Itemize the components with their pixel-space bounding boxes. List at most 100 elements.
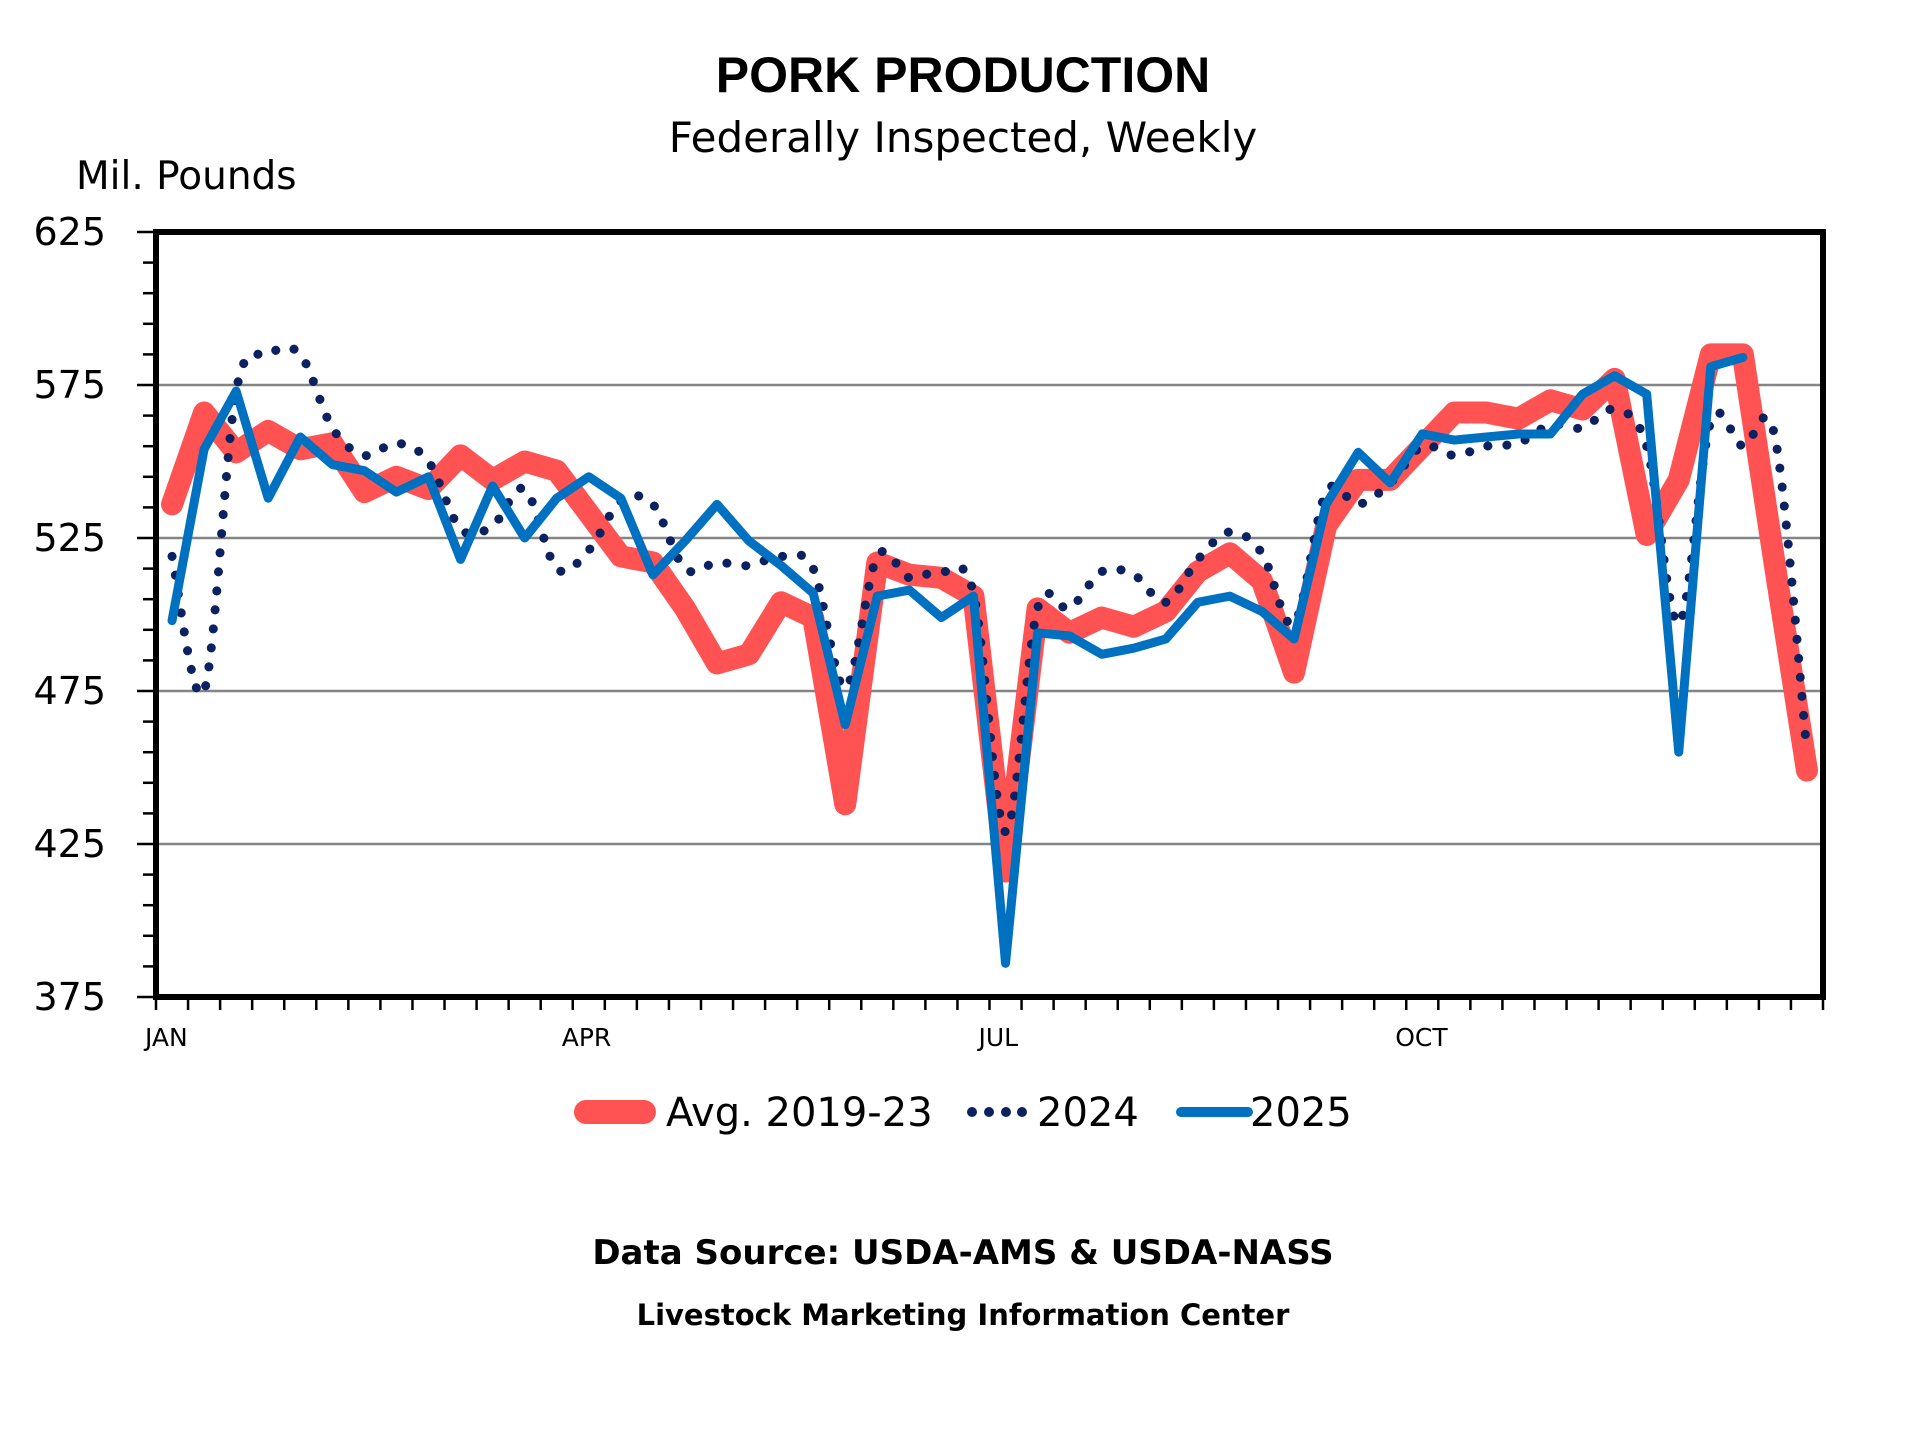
data-point: [683, 539, 687, 543]
data-point: [747, 564, 751, 568]
data-point: [1645, 533, 1649, 537]
data-point: [459, 453, 463, 457]
y-tick-label: 575: [33, 363, 106, 407]
data-point: [523, 487, 527, 491]
legend-label-2024: 2024: [1037, 1090, 1139, 1136]
data-point: [1645, 392, 1649, 396]
y-tick-label: 425: [33, 822, 106, 866]
data-point: [266, 352, 270, 356]
data-point: [1356, 502, 1360, 506]
data-point: [1260, 579, 1264, 583]
series-2024: [167, 342, 1812, 837]
data-point: [362, 490, 366, 494]
data-point: [619, 554, 623, 558]
data-point: [202, 689, 206, 693]
data-source-note: Data Source: USDA-AMS & USDA-NASS: [592, 1233, 1333, 1273]
data-point: [1068, 634, 1072, 638]
data-point: [1773, 564, 1777, 568]
data-point: [1452, 411, 1456, 415]
data-point: [1805, 750, 1809, 754]
data-point: [555, 469, 559, 473]
data-point: [651, 573, 655, 577]
data-point: [683, 567, 687, 571]
data-point: [1164, 609, 1168, 613]
data-point: [202, 411, 206, 415]
data-point: [1613, 374, 1617, 378]
x-tick-label: JUL: [977, 1023, 1019, 1052]
x-tick-label: JAN: [143, 1023, 188, 1052]
data-point: [1516, 417, 1520, 421]
data-point: [779, 564, 783, 568]
data-point: [459, 527, 463, 531]
series-layer: [161, 342, 1818, 968]
data-point: [330, 441, 334, 445]
data-point: [715, 502, 719, 506]
data-point: [1484, 435, 1488, 439]
legend-item-2024: 2024: [967, 1090, 1139, 1136]
y-tick-label: 525: [33, 516, 106, 560]
data-point: [1196, 570, 1200, 574]
data-point: [1068, 606, 1072, 610]
data-point: [715, 560, 719, 564]
data-point: [875, 554, 879, 558]
data-point: [1132, 573, 1136, 577]
data-point: [1356, 450, 1360, 454]
data-point: [907, 588, 911, 592]
data-point: [843, 723, 847, 727]
data-point: [1549, 432, 1553, 436]
data-point: [394, 490, 398, 494]
data-point: [715, 661, 719, 665]
data-point: [1549, 398, 1553, 402]
data-point: [1228, 594, 1232, 598]
data-point: [426, 460, 430, 464]
data-point: [1773, 435, 1777, 439]
data-point: [1516, 432, 1520, 436]
x-tick-label: OCT: [1395, 1023, 1448, 1052]
data-point: [1452, 453, 1456, 457]
data-point: [1196, 600, 1200, 604]
data-point: [939, 616, 943, 620]
data-point: [779, 554, 783, 558]
data-point: [843, 686, 847, 690]
legend-label-2025: 2025: [1250, 1090, 1352, 1136]
data-point: [298, 352, 302, 356]
data-point: [1581, 392, 1585, 396]
data-point: [1420, 444, 1424, 448]
data-point: [1004, 961, 1008, 965]
data-point: [1132, 625, 1136, 629]
data-point: [1228, 530, 1232, 534]
data-point: [1677, 478, 1681, 482]
data-point: [651, 502, 655, 506]
data-point: [1709, 352, 1713, 356]
data-point: [1741, 355, 1745, 359]
y-axis: 625 575 525 475 425 375: [33, 210, 156, 1019]
data-point: [234, 389, 238, 393]
data-point: [555, 567, 559, 571]
data-point: [747, 652, 751, 656]
data-point: [811, 567, 815, 571]
data-point: [491, 478, 495, 482]
data-point: [1292, 671, 1296, 675]
data-point: [1292, 637, 1296, 641]
data-point: [1004, 870, 1008, 874]
data-point: [170, 502, 174, 506]
y-tick-label: 475: [33, 669, 106, 713]
data-point: [1388, 481, 1392, 485]
data-point: [394, 475, 398, 479]
data-point: [683, 606, 687, 610]
data-point: [619, 496, 623, 500]
data-point: [1260, 551, 1264, 555]
legend-item-avg: Avg. 2019-23: [574, 1090, 933, 1136]
chart-subtitle: Federally Inspected, Weekly: [669, 113, 1258, 162]
data-point: [555, 496, 559, 500]
series-line: [167, 352, 1748, 968]
data-point: [362, 469, 366, 473]
y-tick-label: 625: [33, 210, 106, 254]
series-line: [167, 342, 1812, 837]
data-point: [587, 512, 591, 516]
data-point: [1196, 557, 1200, 561]
data-point: [875, 594, 879, 598]
data-point: [1581, 426, 1585, 430]
data-point: [1677, 750, 1681, 754]
data-point: [170, 554, 174, 558]
